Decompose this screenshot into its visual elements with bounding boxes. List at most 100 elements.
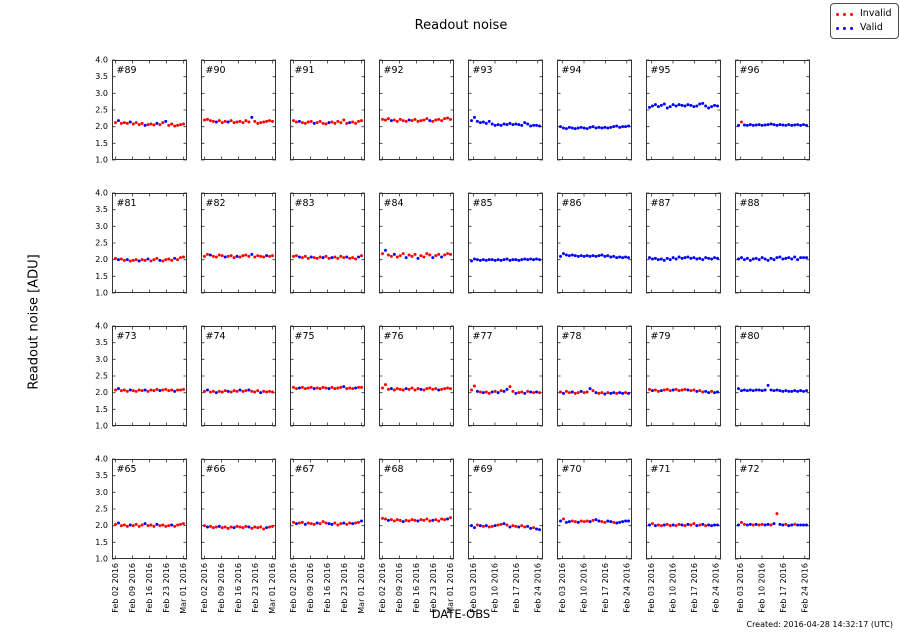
valid-point <box>559 519 562 523</box>
x-tick-label: Feb 10 2016 <box>758 563 767 613</box>
invalid-point <box>125 121 129 125</box>
valid-point <box>710 524 714 528</box>
valid-point <box>561 252 565 256</box>
valid-point <box>315 521 319 525</box>
valid-point <box>294 522 298 526</box>
invalid-point <box>226 254 230 258</box>
subplot-label: #68 <box>384 464 404 475</box>
invalid-point <box>692 522 696 526</box>
invalid-point <box>428 253 432 257</box>
valid-point <box>348 121 352 125</box>
invalid-point <box>576 391 580 395</box>
valid-point <box>128 120 132 124</box>
invalid-point <box>383 383 387 387</box>
valid-point <box>407 118 411 122</box>
subplot-81: #81 1.0 1.5 2.0 2.5 3.0 3.5 4.0 <box>95 189 187 298</box>
y-tick-label: 2.5 <box>95 505 108 514</box>
invalid-point <box>499 389 503 393</box>
invalid-point <box>182 387 185 391</box>
subplot-93: #93 <box>468 59 543 161</box>
valid-point <box>579 389 583 393</box>
invalid-point <box>268 119 272 123</box>
plot-frame <box>646 193 721 293</box>
valid-point <box>481 258 485 262</box>
y-tick-label: 3.0 <box>95 488 108 497</box>
valid-point <box>472 526 476 530</box>
valid-point <box>665 256 669 260</box>
x-tick-label: Feb 09 2016 <box>306 563 315 613</box>
y-tick-label: 2.0 <box>95 122 108 131</box>
valid-point <box>760 123 764 127</box>
valid-point <box>603 254 607 258</box>
subplot-76: #76 <box>379 325 454 427</box>
y-tick-label: 3.0 <box>95 89 108 98</box>
valid-point <box>484 258 488 262</box>
x-tick-label: Feb 03 2016 <box>736 563 745 613</box>
subplot-label: #65 <box>117 464 137 475</box>
valid-point <box>508 258 512 262</box>
invalid-point <box>493 389 497 393</box>
valid-point <box>606 519 610 523</box>
invalid-point <box>360 385 363 389</box>
valid-point <box>754 388 758 392</box>
valid-point <box>484 524 488 528</box>
invalid-point <box>324 386 328 390</box>
invalid-point <box>306 386 310 390</box>
invalid-point <box>140 258 144 262</box>
legend-label: Valid <box>860 22 883 33</box>
invalid-point <box>161 259 165 263</box>
valid-point <box>763 523 767 527</box>
subplot-78: #78 <box>557 325 632 427</box>
x-tick-label: Feb 02 2016 <box>200 563 209 613</box>
invalid-point <box>253 525 257 529</box>
invalid-point <box>176 388 180 392</box>
valid-point <box>683 104 687 108</box>
invalid-point <box>603 520 607 524</box>
valid-point <box>511 258 515 262</box>
invalid-point <box>410 119 414 123</box>
invalid-point <box>520 390 524 394</box>
invalid-point <box>383 118 387 122</box>
valid-point <box>576 126 580 130</box>
invalid-point <box>229 119 233 123</box>
valid-point <box>748 522 752 526</box>
valid-point <box>446 517 450 521</box>
invalid-point <box>354 257 358 261</box>
valid-point <box>793 255 797 259</box>
valid-point <box>561 391 565 395</box>
invalid-point <box>698 523 702 527</box>
invalid-point <box>505 523 509 527</box>
invalid-point <box>125 389 129 393</box>
invalid-point <box>416 119 420 123</box>
x-axis-label: DATE-OBS <box>431 607 491 621</box>
valid-point <box>784 256 788 260</box>
invalid-point <box>292 119 295 123</box>
valid-point <box>588 125 592 129</box>
invalid-point <box>131 389 135 393</box>
invalid-point <box>271 119 274 123</box>
valid-point <box>386 518 390 522</box>
invalid-point <box>386 253 390 257</box>
invalid-point <box>591 518 595 522</box>
invalid-point <box>297 521 301 525</box>
invalid-point <box>167 389 171 393</box>
valid-point <box>624 125 628 129</box>
valid-point <box>514 258 518 262</box>
valid-point <box>615 124 619 128</box>
y-tick-label: 3.0 <box>95 355 108 364</box>
invalid-point <box>173 524 177 528</box>
invalid-point <box>348 521 352 525</box>
valid-point <box>621 256 625 260</box>
valid-point <box>208 253 212 257</box>
valid-point <box>573 127 577 131</box>
invalid-point <box>395 518 399 522</box>
valid-point <box>772 389 776 393</box>
invalid-point <box>268 389 272 393</box>
invalid-point <box>271 254 274 258</box>
invalid-point <box>701 390 705 394</box>
invalid-point <box>259 254 263 258</box>
invalid-point <box>564 389 568 393</box>
subplot-66: #66 Feb 02 2016 Feb 09 2016 Feb 16 2016 Feb … <box>200 458 277 614</box>
plot-frame <box>379 60 454 160</box>
valid-point <box>164 119 168 123</box>
